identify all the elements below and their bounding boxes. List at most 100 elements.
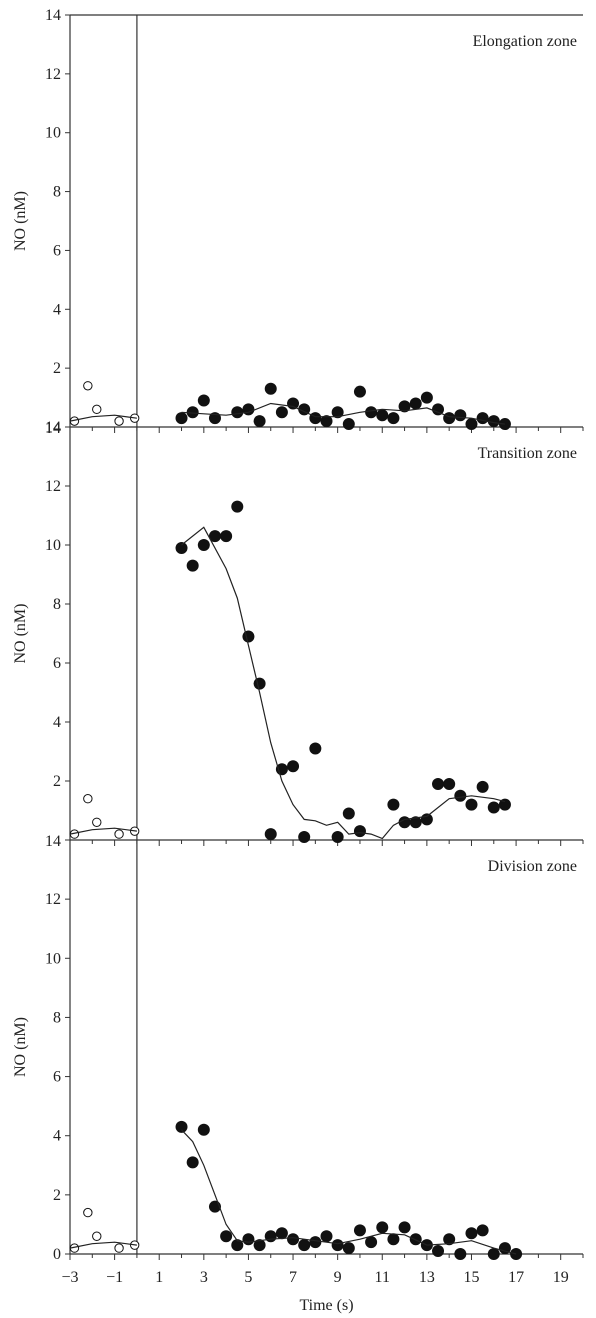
panel-1-filled-point [498, 418, 511, 431]
panel-2-open-point [83, 794, 93, 804]
panel-1-filled-point [175, 412, 188, 425]
panel-1-filled-point [253, 415, 266, 428]
panel-1-filled-point [443, 412, 456, 425]
panel-3-x-tick-label: 7 [289, 1269, 297, 1286]
panel-3-filled-point [476, 1224, 489, 1237]
panel-3-x-tick-label: 3 [200, 1269, 208, 1286]
panel-1-filled-point [242, 403, 255, 416]
panel-1-trend-line [69, 414, 137, 422]
panel-2-filled-point [220, 530, 233, 543]
panel-2-filled-point [409, 816, 422, 829]
panel-3-x-tick-label: 5 [244, 1269, 252, 1286]
panel-3-y-tick-label: 8 [53, 1009, 61, 1026]
panel-2-filled-point [443, 777, 456, 790]
panel-1-y-tick-label: 2 [53, 360, 61, 377]
panel-2-filled-point [420, 813, 433, 826]
panel-3-filled-point [253, 1239, 266, 1252]
panel-1-filled-point [342, 418, 355, 431]
panel-1-filled-point [365, 406, 378, 419]
panel-2-filled-point [208, 530, 221, 543]
panel-2-y-tick-label: 12 [45, 478, 61, 495]
panel-1-filled-point [409, 397, 422, 410]
panel-1-y-tick-label: 4 [53, 301, 61, 318]
panel-3-filled-point [353, 1224, 366, 1237]
panel-3-filled-point [454, 1248, 467, 1260]
panel-3-x-tick-label: 9 [334, 1269, 342, 1286]
panel-3-filled-point [186, 1156, 199, 1169]
panel-2-y-tick-label: 4 [53, 714, 61, 731]
panel-2-filled-point [487, 801, 500, 814]
panel-1-filled-point [231, 406, 244, 419]
panel-2-y-tick-label: 14 [45, 833, 61, 850]
panel-2-y-tick-label: 8 [53, 596, 61, 613]
panel-2-filled-point [309, 742, 322, 755]
panel-2-filled-point [465, 798, 478, 811]
panel-1-filled-point [275, 406, 288, 419]
panel-3-y-tick-label: 6 [53, 1069, 61, 1086]
panel-3-x-tick-label: 11 [375, 1269, 390, 1286]
panel-1-filled-point [398, 400, 411, 413]
panel-2-filled-point [186, 559, 199, 572]
panel-3-filled-point [275, 1227, 288, 1240]
panel-2-filled-point [197, 539, 210, 551]
panel-3-filled-point [320, 1230, 333, 1243]
panel-2-filled-point [476, 780, 489, 793]
panel-2-title: Transition zone [478, 445, 577, 462]
panel-2-y-tick-label: 14 [45, 419, 61, 436]
panel-3-filled-point [443, 1233, 456, 1246]
panel-3-x-tick-label: −1 [106, 1269, 123, 1286]
panel-1-y-tick-label: 6 [53, 242, 61, 259]
panel-2-filled-point [264, 828, 277, 841]
panel-3-filled-point [287, 1233, 300, 1246]
panel-3-filled-point [432, 1245, 445, 1258]
panel-1-filled-point [454, 409, 467, 422]
panel-1-filled-point [420, 391, 433, 404]
panel-1-filled-point [387, 412, 400, 425]
panel-3-x-tick-label: 15 [463, 1269, 479, 1286]
panel-3-y-tick-label: 12 [45, 891, 61, 908]
panel-3-x-tick-label: 13 [419, 1269, 435, 1286]
panel-1-y-tick-label: 8 [53, 184, 61, 201]
panel-2-y-tick-label: 2 [53, 773, 61, 790]
panel-3-filled-point [376, 1221, 389, 1234]
panel-3-filled-point [175, 1120, 188, 1133]
panel-3-title: Division zone [488, 858, 577, 875]
panel-2-y-tick-label: 6 [53, 655, 61, 672]
panel-2-filled-point [331, 831, 344, 844]
panel-2-filled-point [231, 500, 244, 513]
panel-2-y-tick-label: 10 [45, 537, 61, 554]
panel-3-y-axis-label: NO (nM) [12, 1017, 29, 1077]
panel-3-filled-point [298, 1239, 311, 1252]
panel-1-filled-point [487, 415, 500, 428]
panel-2-filled-point [242, 630, 255, 643]
panel-1-filled-point [353, 385, 366, 398]
panel-2-filled-point [432, 777, 445, 790]
panel-1-trend-line [181, 402, 505, 425]
panel-1-filled-point [197, 394, 210, 407]
panel-3-y-tick-label: 4 [53, 1128, 61, 1145]
panel-3-y-tick-label: 10 [45, 950, 61, 967]
panel-2-trend-line [69, 827, 137, 835]
panel-1-y-tick-label: 14 [45, 7, 61, 24]
panel-3-filled-point [487, 1248, 500, 1260]
panel-3-filled-point [387, 1233, 400, 1246]
panel-3-trend-line [69, 1241, 137, 1249]
panel-1-filled-point [309, 412, 322, 425]
panel-3-x-tick-label: −3 [61, 1269, 78, 1286]
panel-3-filled-point [409, 1233, 422, 1246]
panel-3-x-tick-label: 17 [508, 1269, 524, 1286]
panel-2-filled-point [342, 807, 355, 820]
panel-2-filled-point [298, 831, 311, 844]
panel-3-filled-point [197, 1123, 210, 1136]
panel-3-y-tick-label: 0 [53, 1246, 61, 1263]
panel-2-filled-point [498, 798, 511, 811]
panel-1-filled-point [331, 406, 344, 419]
panel-2-filled-point [287, 760, 300, 773]
panel-2-filled-point [387, 798, 400, 811]
panel-3-filled-point [498, 1242, 511, 1255]
panel-3-trend-line [181, 1129, 517, 1255]
panel-1-filled-point [264, 382, 277, 395]
panel-1-filled-point [476, 412, 489, 425]
panel-3-y-tick-label: 2 [53, 1187, 61, 1204]
panel-1-filled-point [186, 406, 199, 419]
